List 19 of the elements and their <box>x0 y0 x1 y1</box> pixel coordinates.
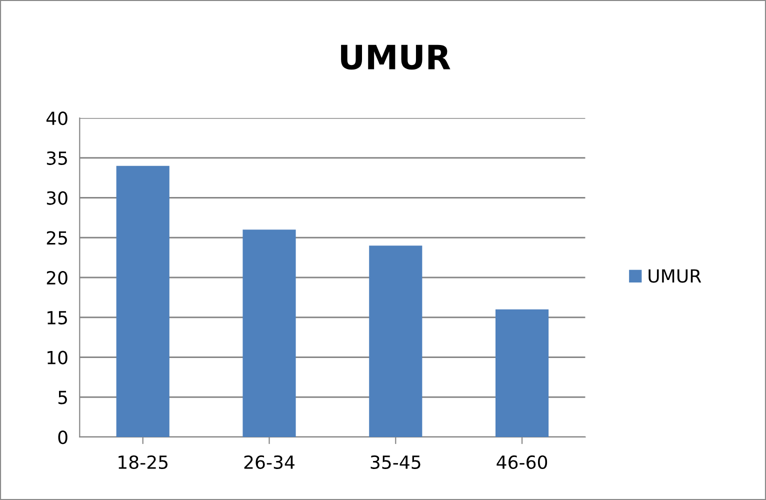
y-tick-label: 25 <box>46 231 67 245</box>
x-tick-label: 18-25 <box>118 455 168 470</box>
bar <box>369 246 422 437</box>
legend-label: UMUR <box>648 269 702 283</box>
y-tick-label: 30 <box>46 191 68 205</box>
bar <box>242 230 296 437</box>
y-tick-label: 15 <box>48 311 67 324</box>
x-tick-label: 46-60 <box>496 455 548 470</box>
y-tick-label: 5 <box>58 390 67 404</box>
bar <box>116 166 170 437</box>
x-tick-label: 35-45 <box>370 455 420 470</box>
bar <box>495 309 549 437</box>
chart-title: UMUR <box>341 44 450 70</box>
y-tick-label: 20 <box>46 270 68 285</box>
y-tick-label: 10 <box>48 350 68 364</box>
x-tick-label: 26-34 <box>244 455 294 470</box>
y-tick-label: 35 <box>46 151 67 165</box>
y-tick-label: 40 <box>46 111 68 126</box>
y-tick-label: 0 <box>58 430 68 444</box>
